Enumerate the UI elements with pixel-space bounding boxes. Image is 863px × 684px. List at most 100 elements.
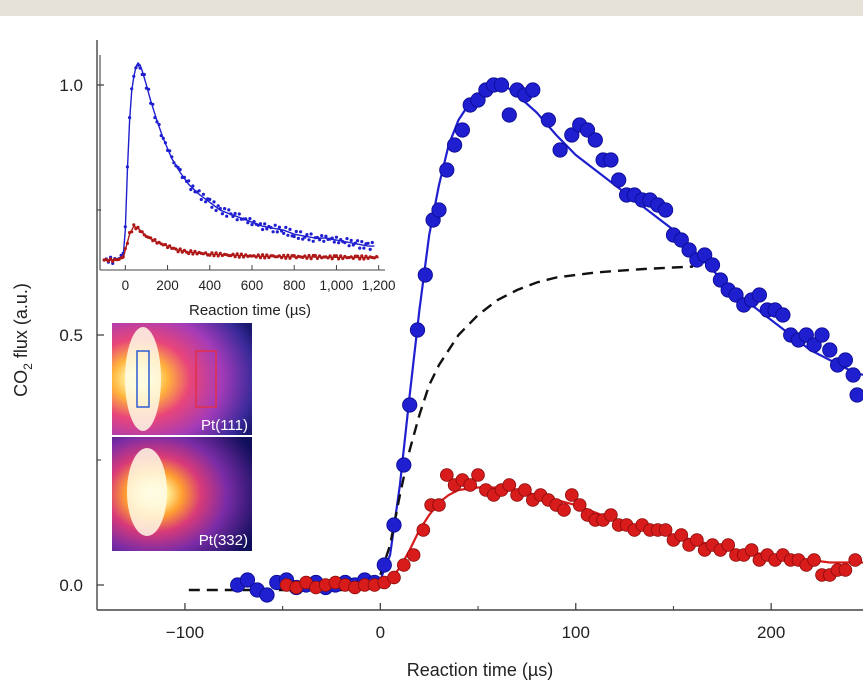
inset-marker-series-1: [233, 255, 237, 259]
inset-marker-series-1: [254, 255, 258, 259]
data-point-series-0: [837, 352, 854, 368]
inset-marker-series-1: [163, 242, 167, 247]
data-point-series-0: [431, 202, 447, 218]
inset-marker-series-1: [149, 236, 153, 240]
data-point-series-0: [501, 107, 517, 123]
data-point-series-0: [673, 232, 689, 248]
inset-marker-series-1: [318, 254, 322, 258]
inset-marker-series-0: [356, 239, 360, 243]
inset-marker-series-0: [334, 235, 338, 239]
inset-marker-series-0: [263, 222, 267, 226]
inset-x-axis-title: Reaction time (µs): [189, 302, 311, 319]
inset-marker-series-0: [275, 230, 279, 234]
inset-x-tick-label: 200: [156, 278, 179, 293]
inset-marker-series-0: [307, 238, 311, 242]
inset-marker-series-1: [313, 253, 317, 258]
main-axes: −100 0 100 200 0.0 0.5 1.0 Reaction time (µs)…: [11, 40, 863, 680]
inset-marker-series-0: [136, 63, 140, 67]
inset-marker-series-1: [189, 249, 193, 253]
inset-marker-series-1: [263, 256, 267, 260]
main-plot-area: [188, 77, 863, 603]
inset-marker-series-0: [182, 175, 186, 179]
inset-marker-series-0: [318, 238, 322, 242]
data-point-series-0: [806, 337, 822, 353]
inset-marker-series-1: [286, 253, 290, 257]
inset-x-tick-label: 1,000: [320, 278, 354, 293]
inset-marker-series-1: [182, 248, 186, 252]
inset-marker-series-0: [233, 211, 237, 216]
inset-marker-series-0: [309, 232, 313, 236]
inset-marker-series-0: [288, 227, 292, 231]
inset-marker-series-0: [210, 205, 214, 209]
inset-marker-series-0: [191, 184, 195, 188]
inset-marker-series-0: [212, 200, 216, 204]
inset-line-series-0: [104, 61, 375, 261]
inset-marker-series-0: [345, 237, 349, 241]
inset-marker-series-0: [189, 187, 193, 192]
inset-marker-series-0: [163, 141, 167, 145]
inset-marker-series-0: [157, 122, 161, 127]
inset-marker-series-0: [250, 223, 254, 227]
inset-marker-series-1: [216, 254, 220, 258]
data-point-series-1: [557, 503, 571, 517]
inset-marker-series-0: [261, 227, 265, 232]
inset-marker-series-0: [176, 165, 180, 170]
inset-marker-series-1: [351, 256, 355, 260]
data-point-series-0: [775, 307, 791, 323]
inset-marker-series-0: [311, 239, 315, 243]
main-x-tick-label: 100: [562, 623, 590, 642]
inset-marker-series-1: [235, 252, 239, 256]
inset-marker-series-1: [176, 250, 180, 254]
inset-marker-series-0: [337, 241, 341, 245]
inset-marker-series-0: [170, 155, 174, 159]
data-point-series-0: [493, 77, 510, 93]
inset-marker-series-0: [292, 234, 296, 239]
data-point-series-0: [751, 287, 768, 303]
data-point-series-0: [611, 172, 627, 188]
data-point-series-0: [439, 162, 455, 178]
roi-red-box: [195, 350, 217, 408]
data-point-series-0: [259, 587, 275, 603]
inset-marker-series-0: [132, 74, 136, 78]
main-y-axis-title: CO2 flux (a.u.): [11, 283, 35, 397]
inset-marker-series-1: [123, 247, 127, 251]
inset-marker-series-0: [358, 246, 362, 250]
inset-marker-series-0: [368, 247, 372, 251]
inset-marker-series-1: [341, 256, 345, 261]
inset-marker-series-1: [265, 253, 269, 257]
inset-marker-series-1: [153, 238, 157, 242]
inset-marker-series-0: [353, 241, 357, 245]
inset-x-tick-label: 600: [241, 278, 264, 293]
inset-marker-series-1: [277, 254, 281, 258]
inset-marker-series-0: [128, 116, 132, 120]
inset-marker-series-1: [358, 257, 362, 261]
fit-line-series-0: [282, 83, 863, 587]
inset-marker-series-1: [258, 256, 262, 260]
main-y-tick-label: 0.5: [59, 326, 83, 345]
data-point-series-0: [814, 327, 830, 343]
inset-marker-series-1: [309, 257, 313, 261]
data-point-series-0: [525, 82, 541, 98]
data-point-series-0: [603, 152, 619, 168]
inset-marker-series-0: [125, 165, 129, 169]
data-point-series-1: [406, 548, 421, 562]
inset-marker-series-0: [370, 240, 374, 245]
inset-marker-series-0: [155, 120, 159, 124]
inset-marker-series-0: [296, 236, 300, 240]
inset-marker-series-0: [258, 222, 262, 226]
data-point-series-0: [564, 127, 580, 143]
inset-marker-series-1: [307, 253, 311, 258]
inset-marker-series-1: [111, 259, 115, 264]
data-point-series-0: [697, 247, 713, 263]
data-point-series-1: [432, 498, 446, 512]
inset-marker-series-1: [132, 223, 136, 227]
inset-marker-series-0: [199, 197, 203, 202]
inset-marker-series-1: [178, 247, 182, 251]
inset-marker-series-0: [366, 241, 370, 245]
inset-marker-series-1: [267, 255, 271, 260]
inset-marker-series-0: [123, 225, 127, 229]
inset-marker-series-0: [216, 204, 220, 208]
inset-marker-series-1: [305, 256, 309, 260]
inset-x-tick-label: 800: [283, 278, 306, 293]
inset-marker-series-0: [138, 66, 142, 70]
